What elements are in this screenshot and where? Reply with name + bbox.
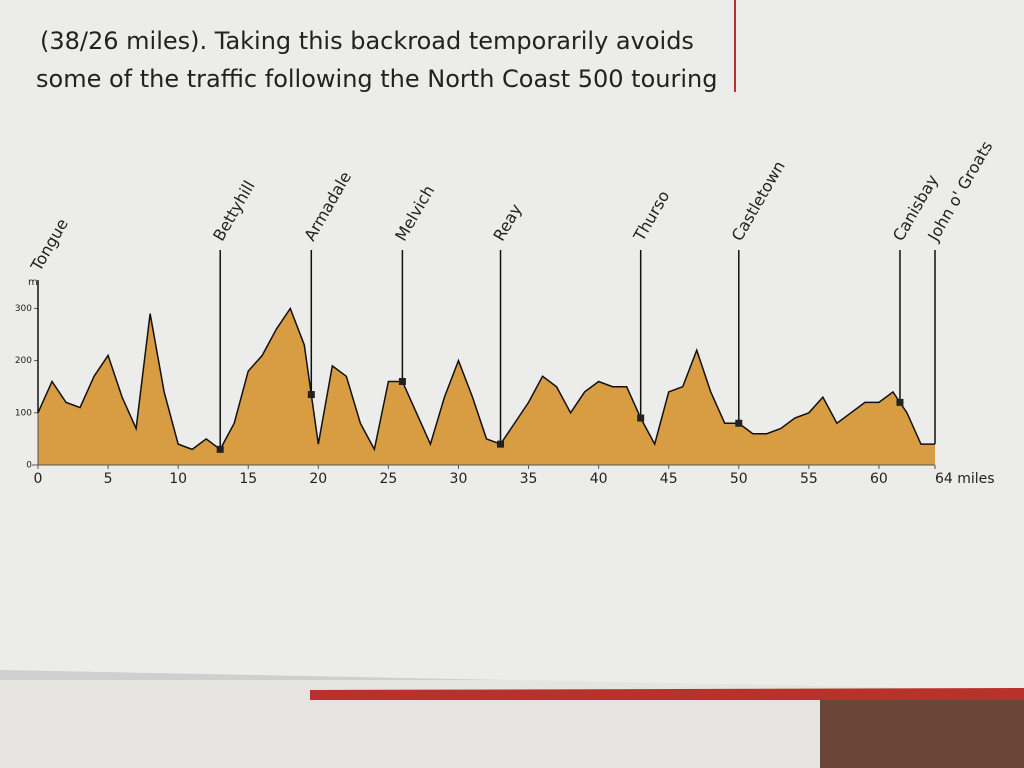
x-tick-label: 40: [590, 471, 608, 487]
y-tick-label: 100: [15, 408, 32, 418]
x-tick-label: 25: [379, 471, 397, 487]
caption-line: some of the traffic following the North …: [36, 65, 717, 93]
x-tick-label: 30: [450, 471, 468, 487]
town-square: [637, 414, 645, 422]
elevation-area: [38, 308, 935, 465]
town-square: [307, 391, 315, 399]
y-tick-label: 200: [15, 356, 32, 366]
town-square: [896, 398, 904, 406]
elevation-line: [37, 306, 935, 452]
x-tick-label: 60: [870, 471, 888, 487]
town-square: [497, 440, 505, 448]
town-square: [398, 378, 406, 385]
x-tick-label: 45: [660, 471, 678, 487]
x-tick-label: 10: [169, 471, 187, 487]
hand: [820, 690, 1024, 768]
x-tick-label: 0: [34, 471, 43, 487]
x-tick-label: 64 miles: [935, 471, 995, 487]
x-tick-label: 5: [104, 471, 113, 487]
y-tick-label: 300: [15, 304, 32, 314]
x-tick-label: 35: [520, 471, 538, 487]
y-axis-label: m: [28, 277, 38, 288]
x-tick-label: 15: [239, 471, 257, 487]
x-tick-label: 20: [309, 471, 327, 487]
town-square: [735, 419, 743, 427]
x-tick-label: 55: [800, 471, 818, 487]
page-edge: [310, 688, 1024, 700]
y-tick-label: 0: [26, 461, 32, 471]
paper: [0, 0, 1024, 690]
town-square: [216, 445, 224, 453]
x-tick-label: 50: [730, 471, 748, 487]
caption-line: (38/26 miles). Taking this backroad temp…: [40, 27, 694, 55]
